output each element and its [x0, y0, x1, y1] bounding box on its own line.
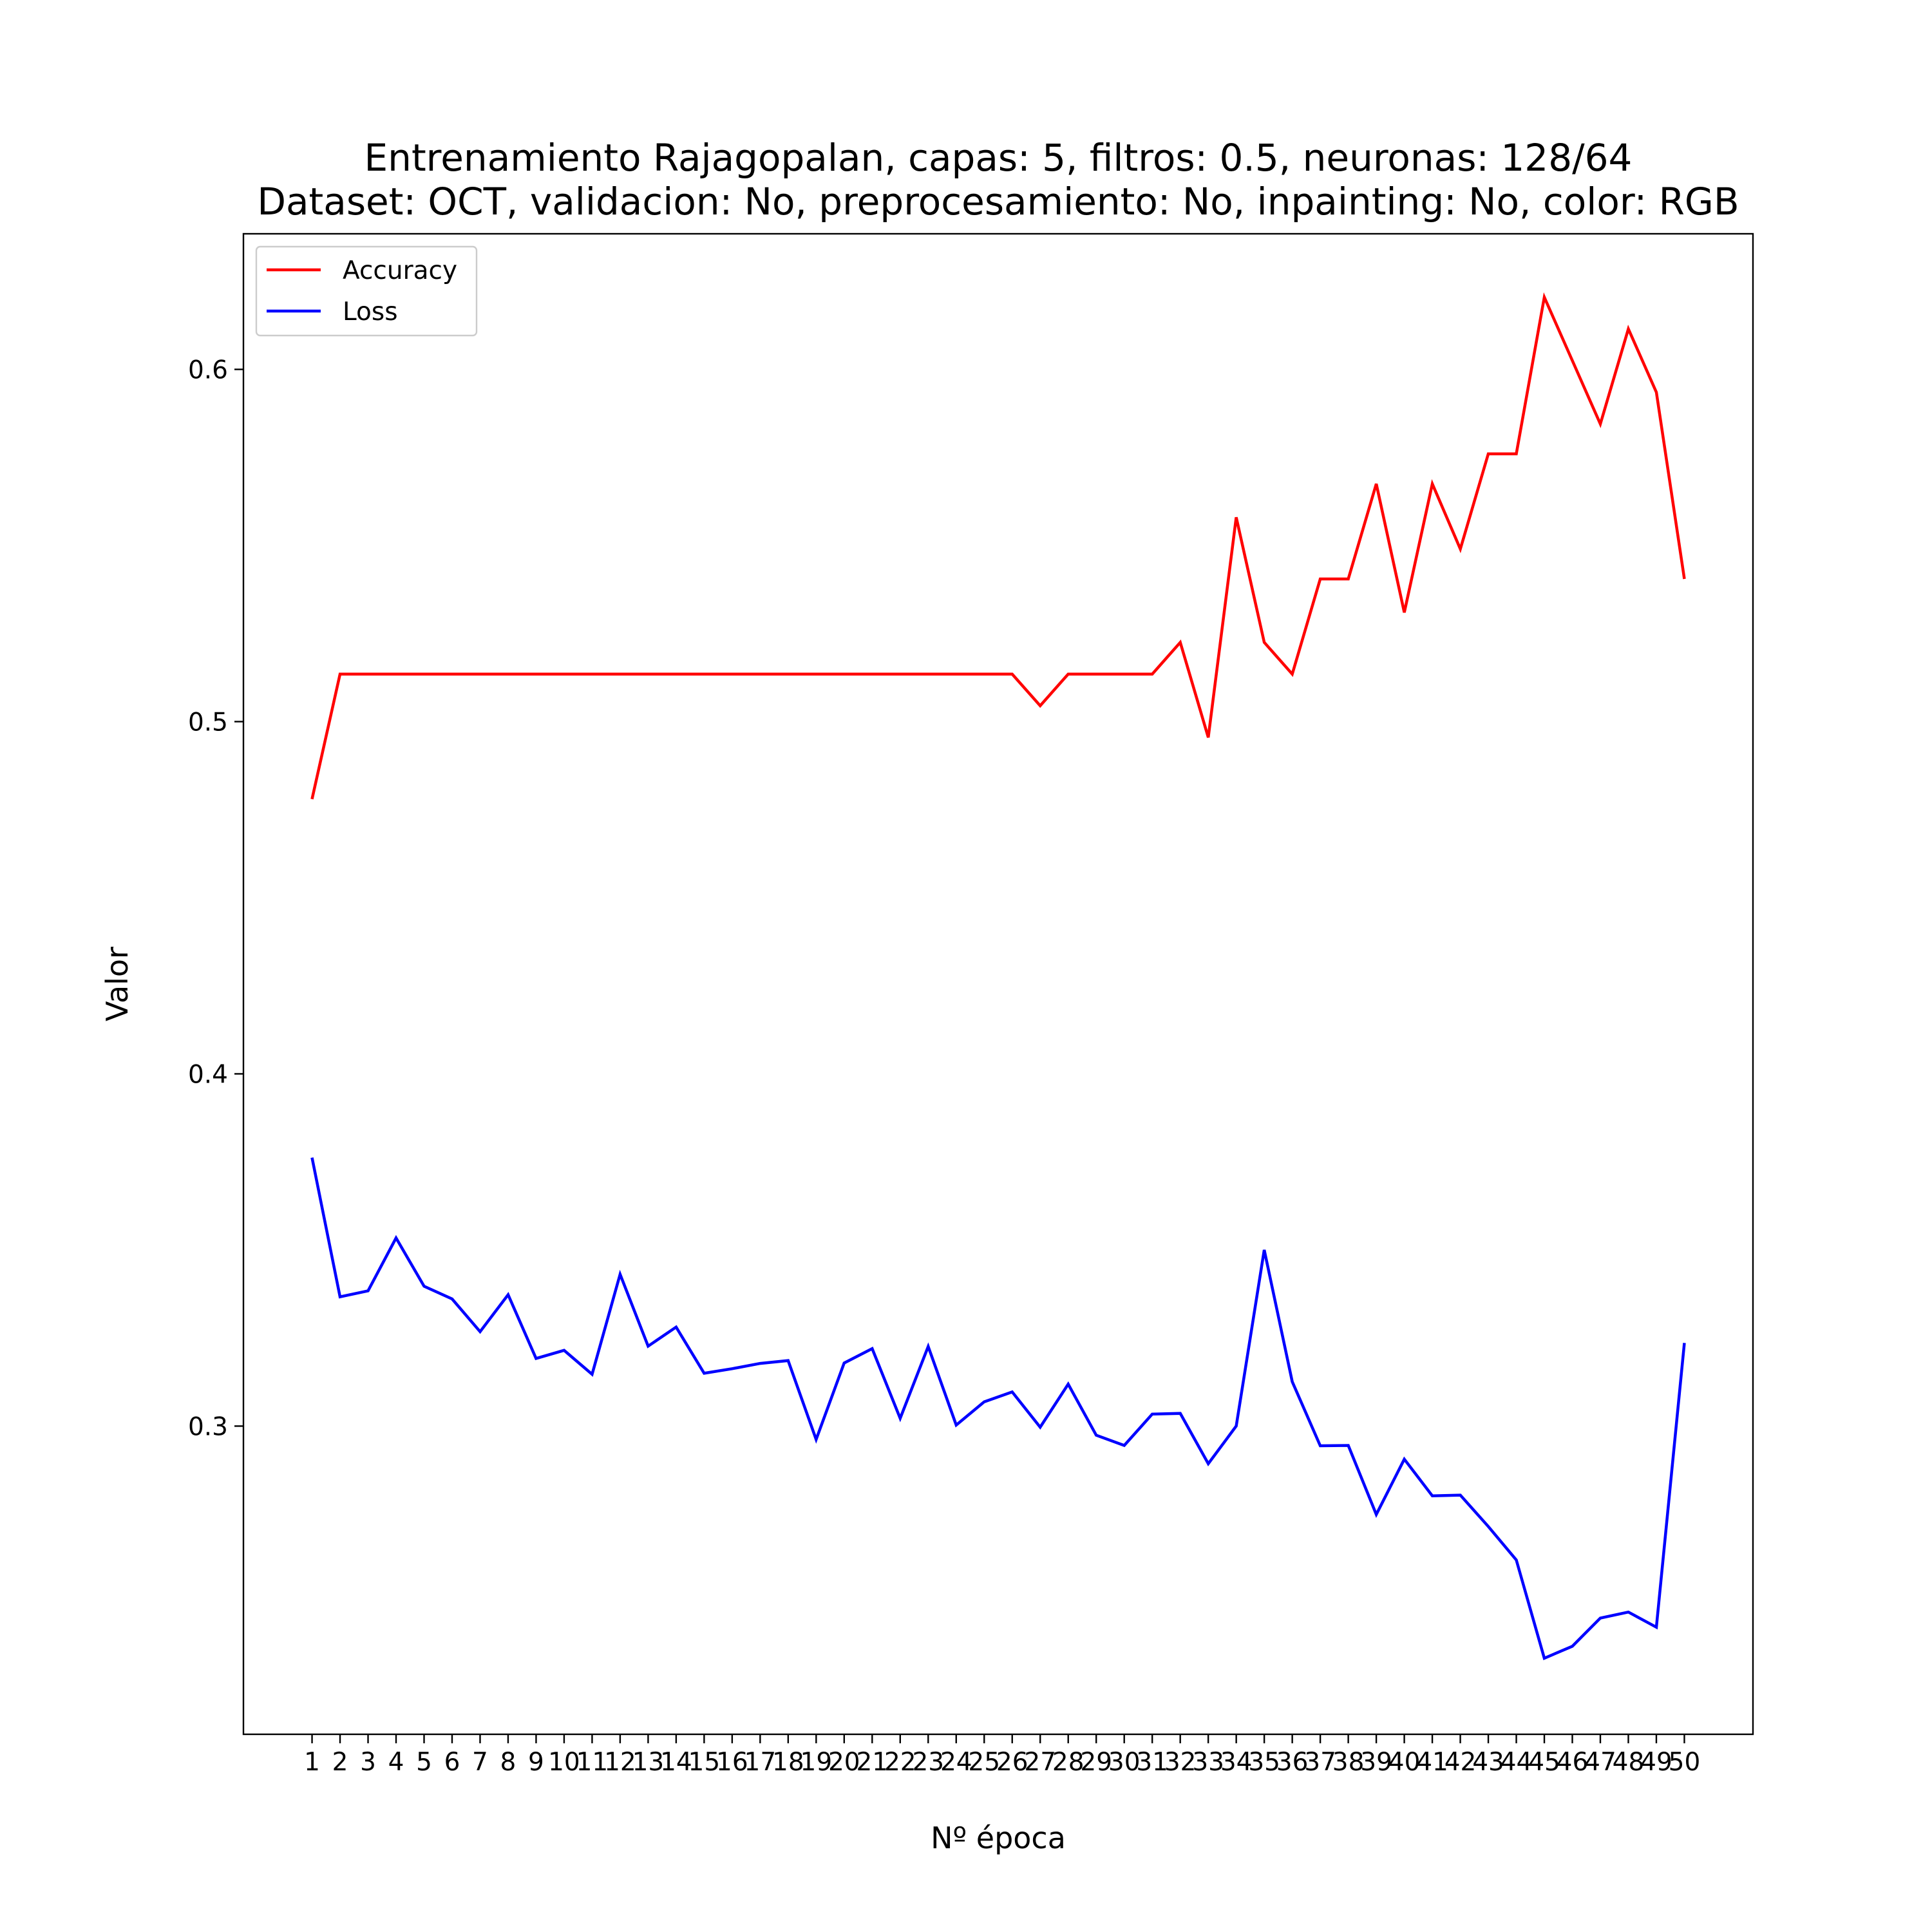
x-tick-label: 22 [884, 1748, 916, 1777]
chart-title-line-1: Entrenamiento Rajagopalan, capas: 5, fil… [365, 136, 1633, 180]
x-tick-label: 45 [1528, 1748, 1560, 1777]
legend-label-accuracy: Accuracy [343, 256, 457, 285]
x-tick-label: 12 [604, 1748, 636, 1777]
x-tick-label: 41 [1416, 1748, 1448, 1777]
x-tick-label: 30 [1108, 1748, 1141, 1777]
x-tick-label: 27 [1024, 1748, 1056, 1777]
y-tick-label: 0.5 [188, 708, 228, 737]
x-tick-label: 8 [500, 1748, 516, 1777]
y-tick-label: 0.4 [188, 1060, 228, 1089]
x-tick-label: 46 [1557, 1748, 1589, 1777]
x-tick-label: 9 [528, 1748, 544, 1777]
x-tick-label: 14 [660, 1748, 692, 1777]
x-tick-label: 5 [416, 1748, 432, 1777]
y-tick-label: 0.6 [188, 356, 228, 385]
x-tick-label: 4 [388, 1748, 404, 1777]
x-tick-label: 26 [996, 1748, 1028, 1777]
x-tick-label: 33 [1192, 1748, 1224, 1777]
x-tick-label: 3 [360, 1748, 376, 1777]
x-axis-label: Nº época [931, 1821, 1066, 1855]
x-tick-label: 6 [444, 1748, 460, 1777]
x-tick-label: 37 [1304, 1748, 1336, 1777]
x-tick-label: 44 [1501, 1748, 1533, 1777]
x-tick-label: 13 [632, 1748, 665, 1777]
x-tick-label: 42 [1444, 1748, 1477, 1777]
series-line-loss [310, 1157, 1686, 1660]
chart-title-line-2: Dataset: OCT, validacion: No, preprocesa… [257, 180, 1739, 223]
x-tick-label: 31 [1136, 1748, 1168, 1777]
x-tick-label: 16 [716, 1748, 748, 1777]
x-tick-label: 29 [1080, 1748, 1112, 1777]
x-tick-label: 48 [1613, 1748, 1645, 1777]
x-tick-label: 47 [1584, 1748, 1616, 1777]
x-tick-label: 36 [1276, 1748, 1309, 1777]
plot-frame [242, 232, 1754, 1736]
x-tick-label: 28 [1052, 1748, 1084, 1777]
x-tick-label: 17 [744, 1748, 777, 1777]
y-tick-label: 0.3 [188, 1412, 228, 1441]
x-tick-label: 24 [940, 1748, 972, 1777]
x-tick-label: 25 [968, 1748, 1000, 1777]
x-tick-label: 35 [1248, 1748, 1280, 1777]
x-tick-label: 19 [800, 1748, 833, 1777]
x-tick-label: 39 [1360, 1748, 1392, 1777]
legend-label-loss: Loss [343, 298, 398, 327]
x-tick-label: 7 [472, 1748, 488, 1777]
x-tick-label: 38 [1332, 1748, 1365, 1777]
x-tick-label: 20 [828, 1748, 860, 1777]
x-tick-label: 40 [1388, 1748, 1421, 1777]
x-tick-label: 1 [304, 1748, 320, 1777]
x-tick-label: 50 [1669, 1748, 1701, 1777]
x-tick-label: 32 [1164, 1748, 1197, 1777]
y-axis-label: Valor [100, 947, 135, 1021]
x-tick-label: 18 [772, 1748, 804, 1777]
x-tick-label: 15 [688, 1748, 721, 1777]
x-tick-label: 23 [912, 1748, 944, 1777]
plot-area: 1 2 3 4 5 6 7 8 9 1011121314151617181920212223242… [188, 232, 1754, 1777]
x-tick-label: 2 [332, 1748, 348, 1777]
x-tick-label: 49 [1640, 1748, 1672, 1777]
x-tick-label: 10 [548, 1748, 580, 1777]
x-tick-label: 11 [576, 1748, 609, 1777]
x-tick-label: 21 [856, 1748, 888, 1777]
x-tick-label: 34 [1220, 1748, 1253, 1777]
x-tick-label: 43 [1472, 1748, 1504, 1777]
legend: Accuracy Loss [255, 245, 478, 337]
series-line-accuracy [310, 292, 1686, 800]
